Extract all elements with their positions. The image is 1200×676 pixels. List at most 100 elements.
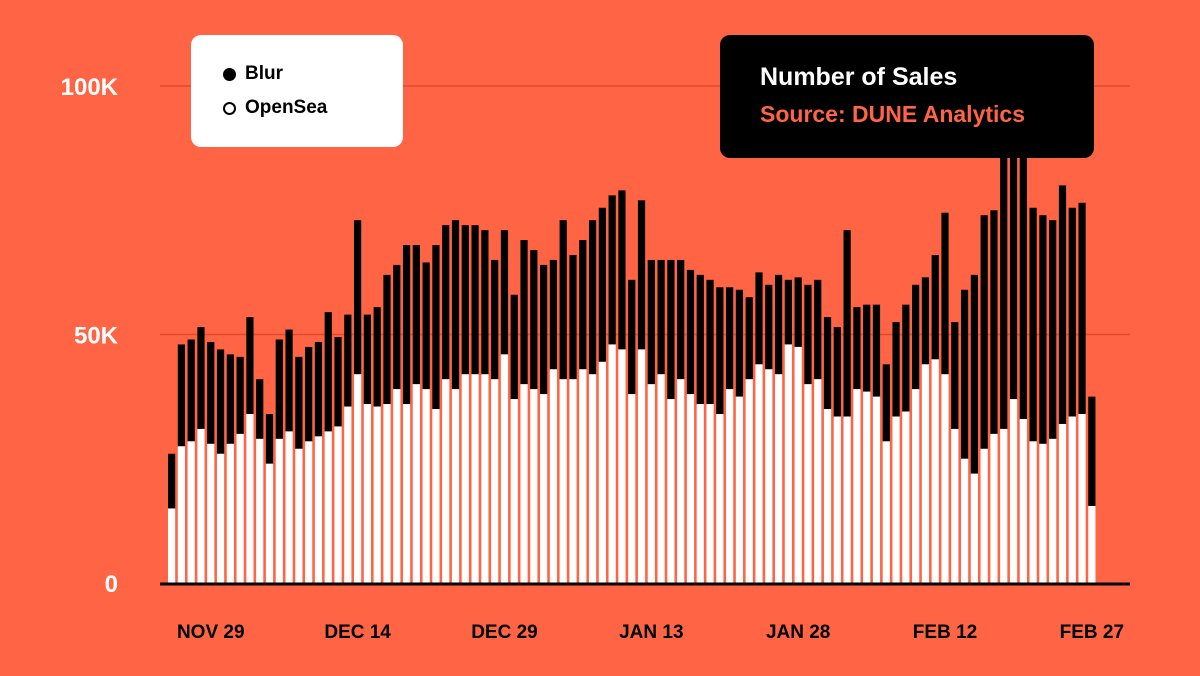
bar-opensea [706,404,714,583]
bar-blur [794,277,802,347]
bar-opensea [951,428,959,583]
bar-blur [285,329,293,432]
bar-opensea [1049,438,1057,583]
bar-blur [677,259,685,380]
bar-opensea [510,399,518,583]
bar-blur [1078,202,1086,415]
bar-blur [804,284,812,385]
bar-blur [168,453,176,509]
legend-label-opensea: OpenSea [245,97,328,118]
bar-blur [951,322,959,429]
bar-opensea [1078,414,1086,583]
bar-blur [765,284,773,370]
bars [168,76,1096,583]
bar-blur [931,254,939,360]
bar-blur [383,274,391,405]
legend: Blur OpenSea [191,35,403,147]
bar-blur [941,212,949,375]
bar-blur [833,327,841,417]
bar-opensea [481,374,489,583]
bar-opensea [1039,443,1047,583]
bar-opensea [843,416,851,583]
bar-blur [461,225,469,375]
bar-opensea [168,508,176,583]
bar-blur [491,259,499,380]
bar-opensea [608,344,616,583]
bar-opensea [588,374,597,583]
bar-blur [530,250,538,390]
y-tick-label: 100K [61,74,119,101]
bar-blur [863,304,871,392]
bar-opensea [540,394,548,583]
chart-subtitle: Source: DUNE Analytics [760,101,1025,127]
bar-opensea [383,404,391,583]
bar-blur [1058,185,1067,424]
bar-opensea [677,379,685,583]
bar-blur [745,297,753,380]
bar-opensea [461,374,469,583]
bar-opensea [177,446,185,583]
bar-opensea [471,374,479,583]
bar-blur [755,272,763,365]
bar-opensea [872,396,881,583]
bar-blur [814,279,822,380]
bar-opensea [187,441,195,583]
bar-blur [1029,207,1037,442]
bar-opensea [696,404,704,583]
bar-opensea [236,433,244,583]
bar-opensea [373,406,381,583]
bar-opensea [1019,418,1027,583]
bar-blur [471,225,479,375]
bar-blur [510,294,518,400]
bar-opensea [579,369,587,583]
bar-blur [393,264,401,390]
bar-opensea [334,426,342,583]
bar-blur [540,264,548,395]
bar-blur [608,195,616,345]
bar-blur [1009,76,1018,400]
bar-opensea [990,433,998,583]
bar-opensea [314,436,323,583]
legend-item-blur[interactable]: Blur [223,63,283,85]
bar-opensea [1009,399,1018,583]
bar-blur [334,336,342,427]
bar-opensea [598,361,606,583]
bar-blur [657,259,665,375]
bar-blur [1019,105,1027,419]
bar-opensea [265,463,274,583]
bar-blur [275,339,283,439]
bar-opensea [912,389,920,583]
bar-blur [422,262,430,390]
bar-opensea [804,384,812,583]
bar-opensea [295,448,303,583]
bar-blur [402,245,411,405]
bar-opensea [931,359,939,583]
bar-blur [647,259,655,385]
bar-blur [520,240,528,385]
bar-opensea [344,406,352,583]
x-tick-label: JAN 13 [619,622,683,643]
bar-blur [843,230,851,417]
bar-blur [569,254,577,380]
bar-opensea [402,404,411,583]
bar-opensea [246,414,254,583]
chart-title: Number of Sales [760,63,958,91]
bar-opensea [197,428,205,583]
bar-opensea [726,389,734,583]
bar-blur [892,322,900,417]
bar-opensea [1029,441,1037,583]
legend-item-opensea[interactable]: OpenSea [223,97,327,119]
bar-blur [853,307,861,390]
bar-blur [197,327,205,429]
bar-opensea [530,389,538,583]
bar-opensea [960,458,969,583]
bar-opensea [491,379,499,583]
bar-opensea [902,411,910,583]
y-tick-label: 0 [105,571,118,598]
bar-blur [500,230,509,355]
bar-opensea [559,379,567,583]
bar-blur [265,414,274,464]
bar-blur [481,230,489,375]
bar-opensea [618,349,626,583]
bar-blur [1068,207,1076,417]
